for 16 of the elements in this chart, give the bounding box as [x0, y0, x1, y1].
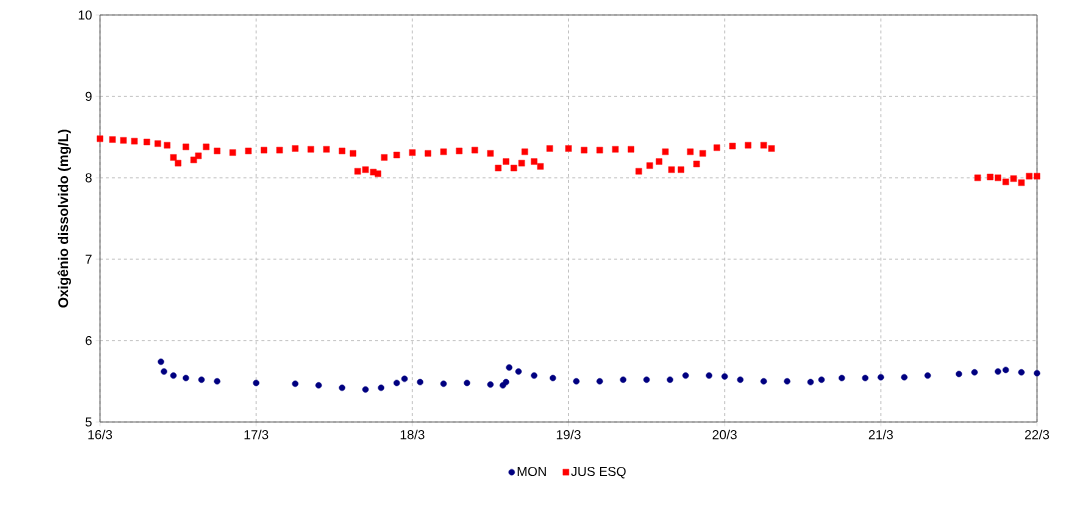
x-tick-label: 18/3 [400, 429, 425, 440]
y-tick-label: 9 [85, 91, 92, 101]
x-tick-label: 22/3 [1025, 429, 1050, 440]
y-tick-label: 8 [85, 173, 92, 183]
y-axis-title: Oxigênio dissolvido (mg/L) [57, 129, 71, 308]
y-tick-label: 10 [78, 10, 92, 20]
x-tick-label: 16/3 [88, 429, 113, 440]
x-tick-label: 17/3 [244, 429, 269, 440]
legend-label: MON [517, 466, 546, 477]
y-tick-label: 7 [85, 254, 92, 264]
x-tick-label: 19/3 [556, 429, 581, 440]
y-tick-label: 6 [85, 336, 92, 346]
legend-label: JUS ESQ [571, 466, 626, 479]
x-tick-label: 20/3 [712, 429, 737, 440]
y-tick-label: 5 [85, 417, 92, 427]
x-tick-label: 21/3 [868, 429, 893, 440]
